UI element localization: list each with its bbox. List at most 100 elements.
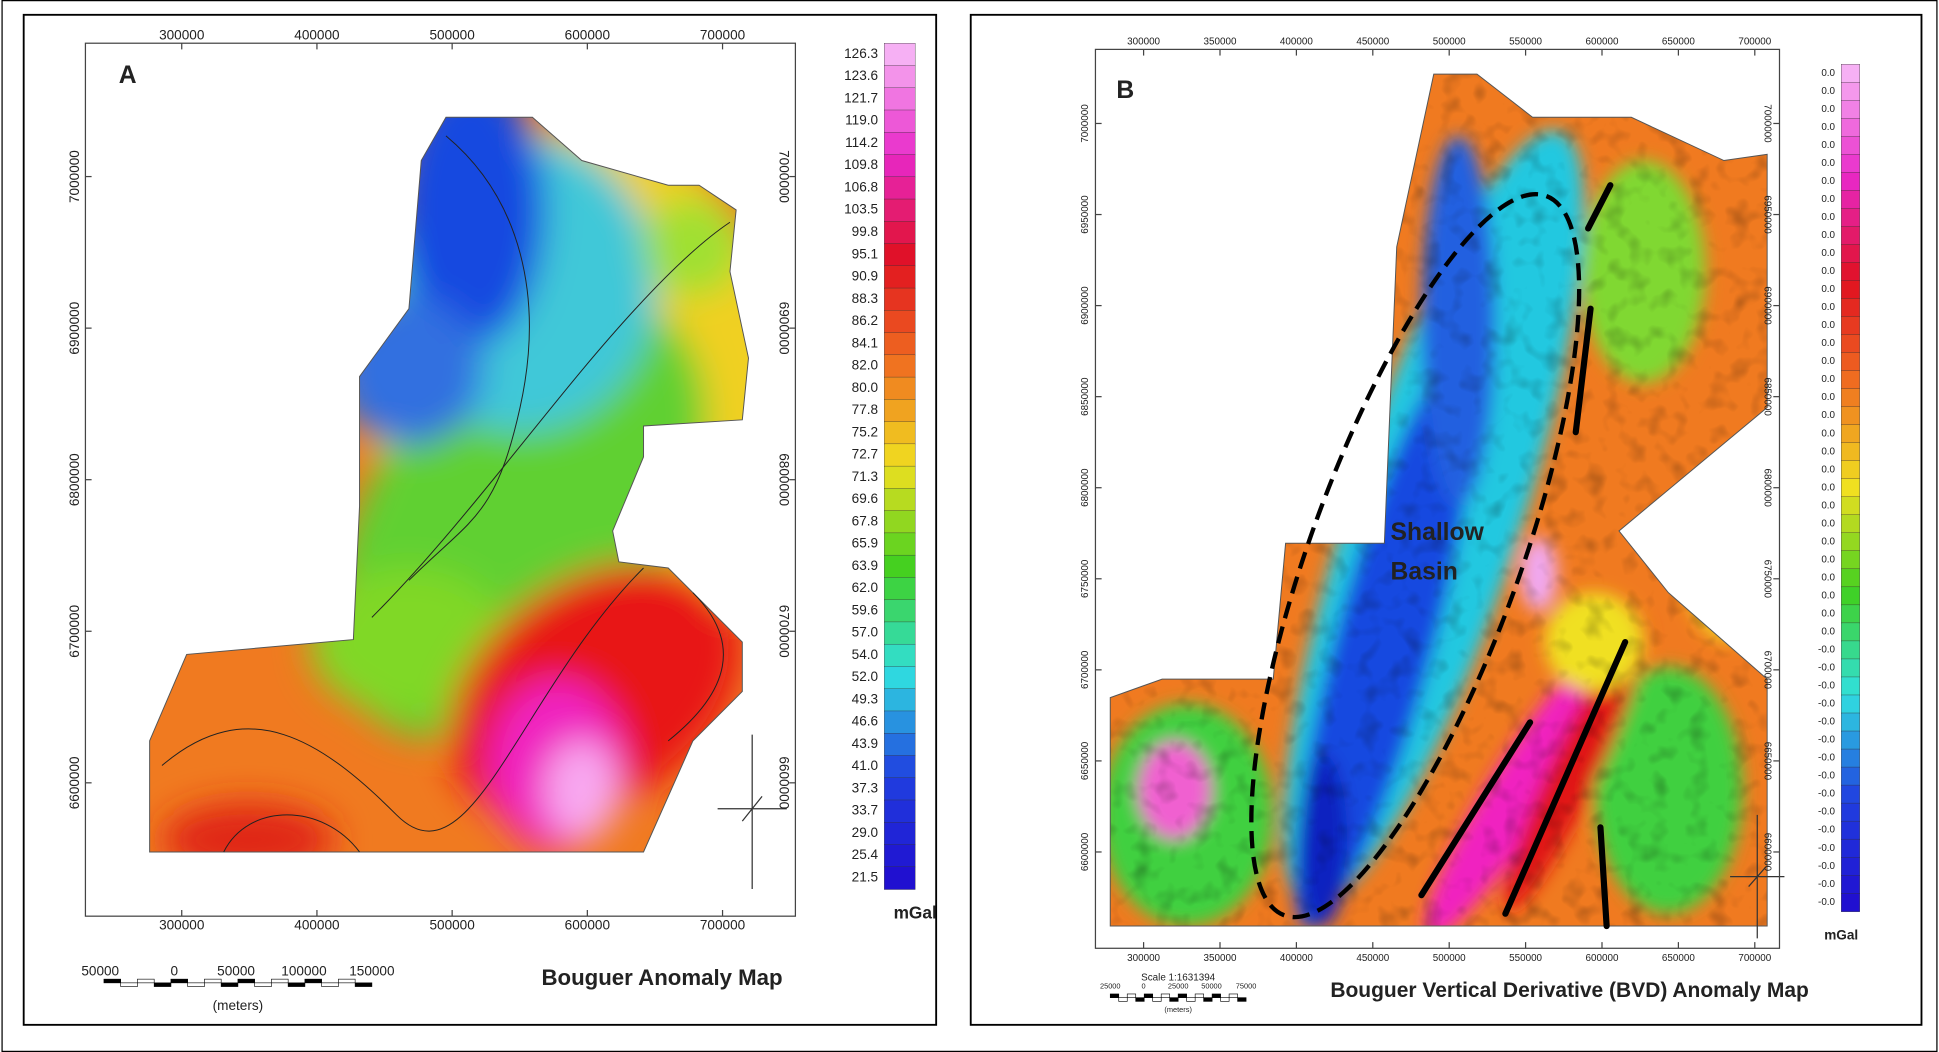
colorbar-label: 0.0 bbox=[1821, 248, 1835, 259]
colorbar-label: 0.0 bbox=[1821, 392, 1835, 403]
y-tick-label: 7000000 bbox=[1762, 104, 1773, 143]
x-tick-label: 600000 bbox=[565, 27, 611, 42]
colorbar-swatch bbox=[1841, 497, 1860, 516]
colorbar-label: 0.0 bbox=[1821, 140, 1835, 151]
map-title: Bouguer Vertical Derivative (BVD) Anomal… bbox=[1330, 979, 1809, 1002]
colorbar-label: 46.6 bbox=[852, 714, 878, 729]
scale-bar-segment bbox=[1238, 998, 1246, 1002]
scale-bar-segment bbox=[238, 979, 255, 983]
colorbar-label: 54.0 bbox=[852, 647, 879, 662]
colorbar-label: -0.0 bbox=[1818, 663, 1836, 674]
annotation: Basin bbox=[1391, 558, 1458, 585]
colorbar-label: -0.0 bbox=[1818, 771, 1836, 782]
colorbar-swatch bbox=[1841, 335, 1860, 354]
colorbar-label: 72.7 bbox=[852, 447, 878, 462]
scale-bar-segment bbox=[1178, 994, 1186, 998]
scale-bar-segment bbox=[1229, 994, 1237, 998]
y-tick-label: 6700000 bbox=[1762, 651, 1773, 690]
colorbar-label: 123.6 bbox=[844, 68, 878, 83]
colorbar-label: -0.0 bbox=[1818, 735, 1836, 746]
colorbar-label: 0.0 bbox=[1821, 284, 1835, 295]
scale-bar-segment bbox=[1170, 998, 1178, 1002]
colorbar-label: 0.0 bbox=[1821, 464, 1835, 475]
x-tick-label: 500000 bbox=[1433, 953, 1466, 964]
colorbar-label: 0.0 bbox=[1821, 176, 1835, 187]
y-tick-label: 6600000 bbox=[1080, 832, 1091, 871]
x-tick-label: 300000 bbox=[159, 27, 205, 42]
map-title: Bouguer Anomaly Map bbox=[541, 965, 782, 990]
page: Bouguer Anomaly Maps {"panels": [ {"labe… bbox=[0, 0, 1939, 1052]
colorbar-label: 71.3 bbox=[852, 469, 878, 484]
colorbar-swatch bbox=[884, 221, 915, 244]
colorbar-swatch bbox=[884, 199, 915, 222]
colorbar-swatch bbox=[1841, 425, 1860, 444]
y-tick-label: 7000000 bbox=[1080, 104, 1091, 143]
y-tick-label: 6700000 bbox=[1080, 650, 1091, 689]
colorbar-swatch bbox=[1841, 154, 1860, 173]
scale-bar-segment bbox=[104, 979, 121, 983]
scale-bar-segment bbox=[171, 979, 188, 983]
colorbar-label: 29.0 bbox=[852, 825, 879, 840]
colorbar-label: 0.0 bbox=[1821, 86, 1835, 97]
x-tick-label: 350000 bbox=[1204, 37, 1237, 48]
x-tick-label: 350000 bbox=[1204, 953, 1237, 964]
colorbar-label: 21.5 bbox=[852, 869, 878, 884]
colorbar-label: 59.6 bbox=[852, 602, 878, 617]
scale-bar-segment bbox=[338, 979, 355, 983]
y-tick-label: 6950000 bbox=[1762, 195, 1773, 234]
colorbar-swatch bbox=[1841, 857, 1860, 876]
colorbar-swatch bbox=[884, 778, 915, 801]
colorbar-swatch bbox=[884, 43, 915, 66]
scale-bar-label: 75000 bbox=[1236, 982, 1257, 991]
colorbar-swatch bbox=[1841, 875, 1860, 894]
annotation: Shallow bbox=[1391, 519, 1485, 546]
colorbar-label: 109.8 bbox=[844, 157, 878, 172]
scale-bar-segment bbox=[1221, 998, 1229, 1002]
colorbar-label: 119.0 bbox=[845, 113, 878, 128]
colorbar-label: -0.0 bbox=[1818, 717, 1836, 728]
colorbar-swatch bbox=[884, 377, 915, 400]
colorbar-label: 49.3 bbox=[852, 691, 878, 706]
colorbar-label: 0.0 bbox=[1821, 536, 1835, 547]
colorbar-label: -0.0 bbox=[1818, 807, 1836, 818]
x-tick-label: 400000 bbox=[294, 27, 340, 42]
colorbar-swatch bbox=[1841, 893, 1860, 912]
colorbar-label: 0.0 bbox=[1821, 266, 1835, 277]
colorbar-swatch bbox=[1841, 64, 1860, 83]
y-tick-label: 6850000 bbox=[1080, 377, 1091, 416]
x-tick-label: 400000 bbox=[1280, 953, 1313, 964]
colorbar-label: 84.1 bbox=[852, 335, 878, 350]
scale-bar-label: 50000 bbox=[81, 963, 119, 978]
scale-bar-unit: (meters) bbox=[1164, 1005, 1192, 1014]
colorbar-swatch bbox=[1841, 551, 1860, 570]
colorbar-swatch bbox=[884, 488, 915, 511]
scale-bar-segment bbox=[288, 983, 305, 987]
colorbar-label: 99.8 bbox=[852, 224, 878, 239]
colorbar-label: 0.0 bbox=[1821, 194, 1835, 205]
colorbar-label: 0.0 bbox=[1821, 627, 1835, 638]
figure: 3000003000004000004000005000005000006000… bbox=[0, 0, 1939, 1052]
scale-bar-segment bbox=[1127, 994, 1135, 998]
panel-label: B bbox=[1116, 77, 1134, 104]
colorbar-label: 67.8 bbox=[852, 513, 878, 528]
colorbar-label: 69.6 bbox=[852, 491, 878, 506]
x-tick-label: 500000 bbox=[429, 27, 475, 42]
colorbar-label: -0.0 bbox=[1818, 789, 1836, 800]
y-tick-label: 7000000 bbox=[67, 150, 82, 203]
y-tick-label: 6800000 bbox=[1080, 468, 1091, 507]
scale-bar-segment bbox=[188, 983, 205, 987]
colorbar-swatch bbox=[1841, 443, 1860, 462]
colorbar-swatch bbox=[884, 622, 915, 645]
y-tick-label: 6600000 bbox=[1762, 833, 1773, 872]
y-tick-label: 6950000 bbox=[1080, 195, 1091, 234]
colorbar-swatch bbox=[1841, 244, 1860, 263]
colorbar-swatch bbox=[1841, 569, 1860, 588]
colorbar-label: 88.3 bbox=[852, 291, 878, 306]
colorbar-swatch bbox=[884, 266, 915, 289]
colorbar-swatch bbox=[1841, 136, 1860, 155]
y-tick-label: 6850000 bbox=[1762, 377, 1773, 416]
colorbar-label: 0.0 bbox=[1821, 68, 1835, 79]
colorbar-swatch bbox=[884, 600, 915, 623]
colorbar-swatch bbox=[1841, 623, 1860, 642]
colorbar-label: 0.0 bbox=[1821, 212, 1835, 223]
